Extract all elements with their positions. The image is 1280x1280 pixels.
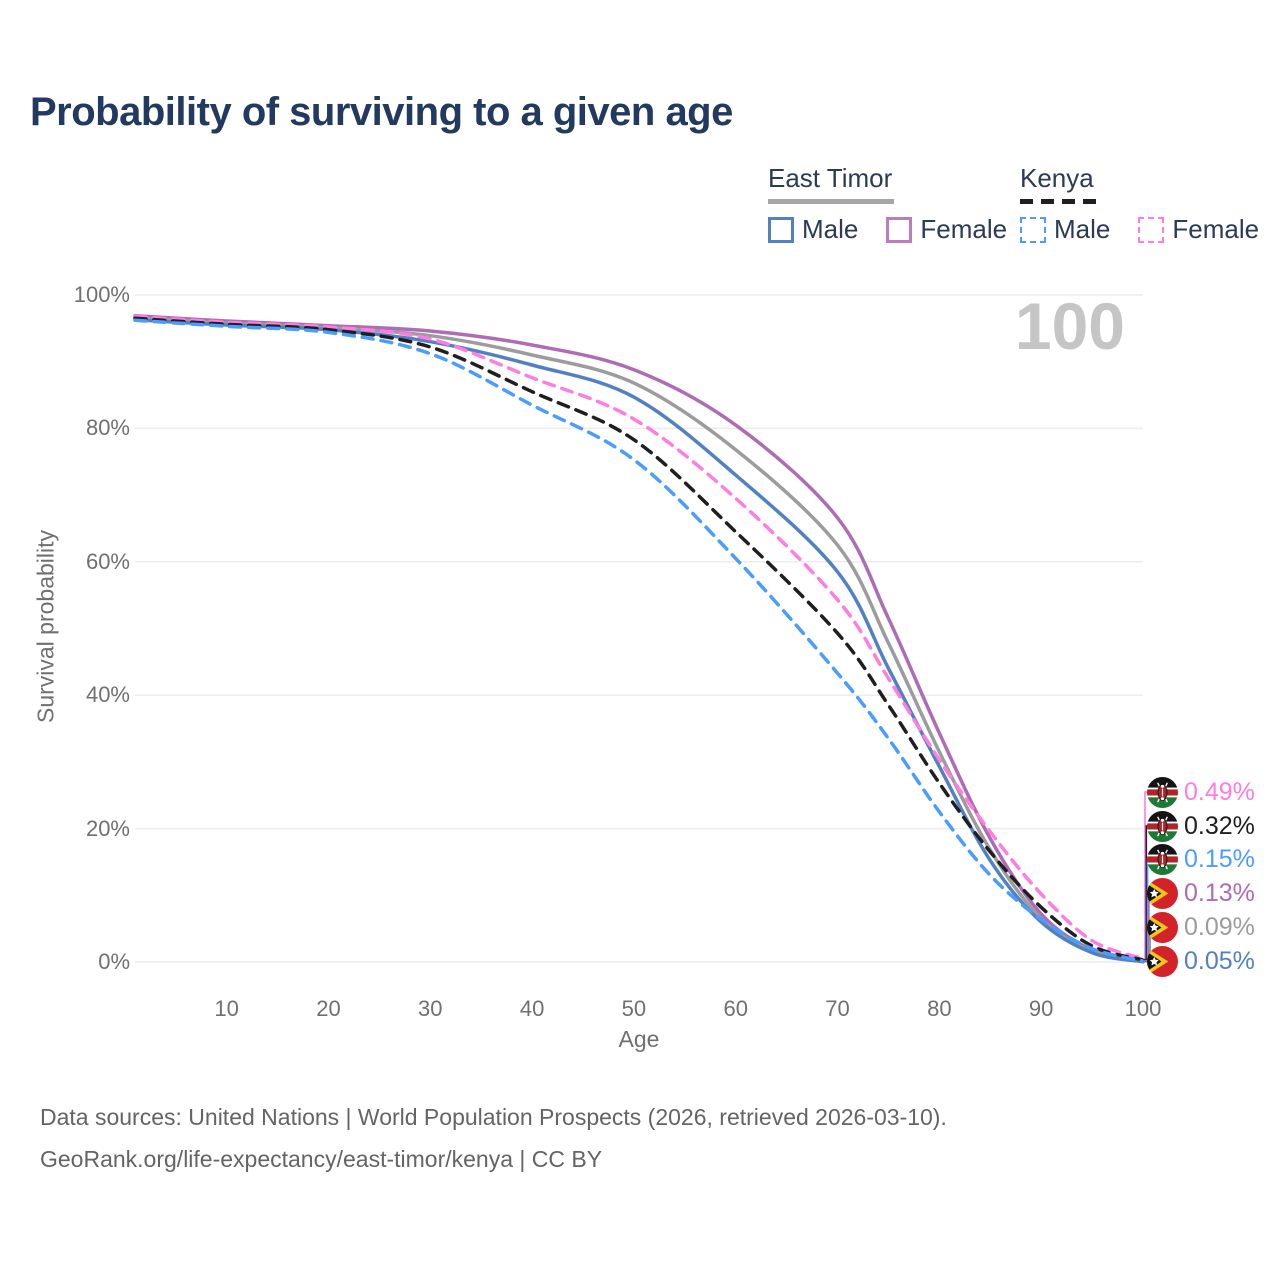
age-counter-watermark: 100 [1014,289,1125,363]
x-tick-30: 30 [418,996,443,1021]
end-label-value: 0.32% [1184,811,1255,840]
y-tick-100%: 100% [73,282,130,307]
legend-linestyle-dashed [1020,199,1096,204]
y-tick-20%: 20% [85,815,130,841]
legend-label-east-timor-female[interactable]: Female [920,214,1008,244]
legend-country-kenya: Kenya [1020,163,1094,193]
legend-country-east-timor: East Timor [768,163,893,193]
series-line-east-timor-female [133,313,1145,963]
x-tick-20: 20 [316,996,341,1021]
series-line-kenya-female [133,314,1145,961]
east-timor-flag-icon [1147,945,1178,977]
legend-label-kenya-female[interactable]: Female [1172,214,1260,244]
legend-label-east-timor-male[interactable]: Male [802,214,859,244]
end-label-east-timor-female: 0.13% [1147,877,1255,909]
end-label-east-timor-male: 0.05% [1147,945,1255,977]
kenya-flag-icon [1147,843,1178,875]
footer-attribution: GeoRank.org/life-expectancy/east-timor/k… [40,1146,603,1172]
x-tick-90: 90 [1028,996,1054,1021]
end-label-east-timor-both-sexes: 0.09% [1147,911,1255,943]
y-tick-80%: 80% [85,415,130,441]
series-line-kenya-both-sexes [133,316,1145,962]
legend-checkbox-east-timor-female[interactable] [886,216,913,243]
x-tick-70: 70 [825,996,850,1021]
end-label-value: 0.13% [1184,878,1255,907]
end-label-value: 0.49% [1184,777,1255,806]
kenya-flag-icon [1147,810,1178,842]
y-axis-title: Survival probability [32,529,59,724]
end-label-kenya-both-sexes: 0.32% [1147,810,1255,842]
east-timor-flag-icon [1147,911,1178,943]
legend-group-east-timor: East Timor Male Female [768,163,1027,245]
x-tick-10: 10 [214,996,239,1021]
east-timor-flag-icon [1147,877,1178,909]
legend-checkbox-east-timor-male[interactable] [768,216,794,243]
x-tick-40: 40 [519,996,545,1021]
x-tick-50: 50 [621,996,647,1021]
y-tick-60%: 60% [85,548,130,574]
end-label-kenya-male: 0.15% [1147,843,1255,875]
x-axis-title: Age [618,1026,660,1052]
page-title: Probability of surviving to a given age [30,90,733,134]
x-tick-60: 60 [723,996,748,1021]
series-line-kenya-male [133,318,1145,963]
legend-checkbox-kenya-male[interactable] [1020,216,1046,243]
legend-checkbox-kenya-female[interactable] [1138,216,1165,243]
series-line-east-timor-male [133,317,1145,964]
y-tick-40%: 40% [85,682,130,708]
y-tick-0%: 0% [98,949,130,974]
legend-label-kenya-male[interactable]: Male [1054,214,1111,244]
footer-data-sources: Data sources: United Nations | World Pop… [40,1104,947,1130]
series-line-east-timor-both-sexes [133,315,1145,964]
end-label-kenya-female: 0.49% [1147,776,1255,808]
end-label-value: 0.05% [1184,946,1255,975]
legend-group-kenya: Kenya Male Female [1020,163,1279,245]
x-tick-100: 100 [1124,996,1162,1021]
end-label-value: 0.09% [1184,912,1255,941]
kenya-flag-icon [1147,776,1178,808]
legend-linestyle-solid [768,199,894,204]
end-label-value: 0.15% [1184,844,1255,873]
x-tick-80: 80 [927,996,952,1021]
